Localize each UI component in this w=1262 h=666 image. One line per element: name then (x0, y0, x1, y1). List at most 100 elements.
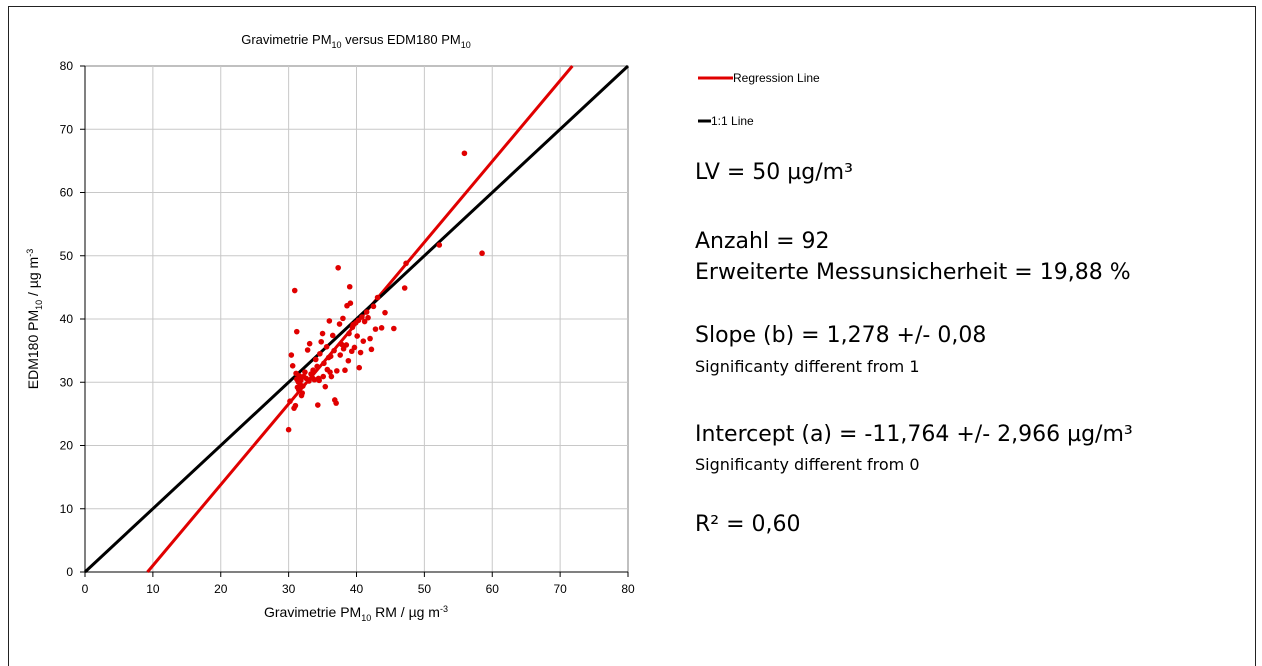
x-tick-label: 30 (282, 582, 296, 596)
data-point (299, 390, 306, 396)
data-point (285, 426, 292, 433)
data-point (338, 341, 345, 348)
data-point (346, 330, 352, 337)
data-point (328, 373, 335, 380)
y-tick-label: 0 (66, 565, 73, 579)
data-point (370, 303, 377, 310)
data-point (342, 367, 348, 374)
x-tick-label: 60 (486, 582, 500, 596)
data-point (337, 352, 344, 358)
data-point (333, 400, 339, 406)
data-point (320, 373, 327, 380)
x-tick-label: 0 (82, 582, 89, 596)
chart-frame (8, 6, 1256, 666)
y-tick-label: 60 (60, 186, 74, 200)
data-point (323, 344, 330, 350)
scatter-chart: 0 10 20 30 40 50 60 70 80 0 10 20 30 40 50 60 70 80 Gravi… (25, 32, 635, 623)
x-tick-label: 80 (621, 582, 635, 596)
data-point (289, 363, 296, 369)
data-point (343, 342, 350, 348)
data-point (356, 364, 363, 371)
stat-slope: Slope (b) = 1,278 +/- 0,08 (695, 323, 987, 348)
data-point (374, 294, 381, 301)
x-tick-label: 70 (553, 582, 567, 596)
y-tick-label: 80 (60, 59, 74, 73)
data-point (288, 352, 295, 358)
stat-intercept-note: Significanty different from 0 (695, 455, 920, 474)
tick-labels: 0 10 20 30 40 50 60 70 80 0 10 20 30 40 50 60 70 80 (60, 59, 635, 596)
data-point (345, 357, 352, 364)
data-point (315, 375, 322, 382)
data-point (318, 338, 325, 345)
x-tick-label: 10 (146, 582, 160, 596)
data-point (368, 346, 375, 353)
data-point (401, 285, 408, 291)
data-point (357, 349, 364, 356)
grid-lines (85, 66, 628, 572)
data-point (292, 402, 299, 409)
data-point (304, 347, 311, 353)
data-point (322, 383, 329, 390)
stat-intercept: Intercept (a) = -11,764 +/- 2,966 µg/m³ (695, 422, 1133, 447)
data-point (479, 250, 485, 257)
data-points (285, 150, 485, 433)
x-tick-label: 20 (214, 582, 228, 596)
data-point (291, 287, 298, 294)
y-tick-label: 40 (60, 312, 74, 326)
y-tick-label: 20 (60, 439, 74, 453)
chart-titles: Gravimetrie PM10​ versus EDM180 PM10​ Gra… (25, 32, 471, 623)
stat-unsicherheit: Erweiterte Messunsicherheit = 19,88 % (695, 260, 1131, 285)
data-point (340, 315, 346, 322)
data-point (354, 333, 360, 339)
data-point (293, 328, 300, 335)
data-point (367, 335, 373, 342)
x-axis-label: Gravimetrie PM10​ RM / µg m-3​ (264, 604, 448, 623)
legend: Regression Line 1:1 Line (698, 71, 820, 128)
data-point (314, 363, 320, 370)
data-point (312, 356, 319, 363)
data-point (336, 321, 343, 327)
data-point (310, 367, 316, 374)
data-point (347, 300, 354, 306)
data-point (360, 338, 367, 344)
data-point (331, 347, 337, 354)
data-point (378, 325, 385, 331)
data-point (403, 260, 409, 267)
x-tick-label: 50 (418, 582, 432, 596)
y-axis-label: EDM180 PM10​ / µg m-3​ (25, 249, 44, 389)
data-point (335, 264, 341, 271)
data-point (327, 369, 333, 375)
data-point (300, 383, 306, 389)
data-point (346, 283, 353, 290)
data-point (326, 318, 333, 324)
data-point (327, 353, 334, 360)
data-point (306, 340, 313, 347)
data-point (365, 314, 371, 321)
x-tick-label: 40 (350, 582, 364, 596)
stat-lv: LV = 50 µg/m³ (695, 160, 853, 185)
data-point (293, 370, 299, 377)
chart-title: Gravimetrie PM10​ versus EDM180 PM10​ (241, 32, 471, 50)
stat-anzahl: Anzahl = 92 (695, 229, 830, 254)
legend-label-1to1: 1:1 Line (711, 114, 754, 128)
data-point (391, 325, 397, 332)
data-point (329, 332, 336, 339)
data-point (359, 314, 365, 320)
data-point (361, 318, 368, 325)
data-point (461, 150, 468, 157)
y-tick-label: 70 (60, 122, 74, 136)
data-point (321, 360, 327, 367)
data-point (363, 309, 370, 315)
data-point (334, 368, 340, 374)
data-point (315, 402, 321, 408)
y-tick-label: 10 (60, 502, 74, 516)
data-point (372, 326, 379, 332)
data-point (302, 369, 308, 375)
data-point (382, 309, 388, 316)
data-point (317, 350, 323, 357)
data-point (349, 324, 356, 331)
stat-slope-note: Significanty different from 1 (695, 357, 920, 376)
data-point (351, 344, 358, 351)
data-point (287, 398, 293, 405)
y-tick-label: 30 (60, 375, 74, 389)
